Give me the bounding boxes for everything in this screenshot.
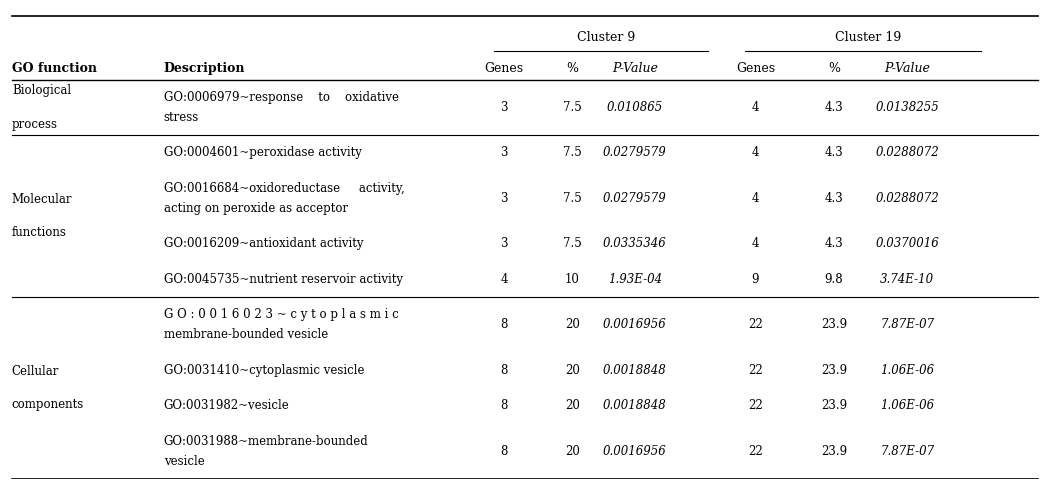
Text: 9: 9 [752, 273, 759, 286]
Text: 7.5: 7.5 [563, 192, 582, 205]
Text: 22: 22 [748, 399, 762, 412]
Text: 8: 8 [501, 363, 508, 376]
Text: 8: 8 [501, 399, 508, 412]
Text: 3: 3 [500, 101, 508, 114]
Text: 1.06E-06: 1.06E-06 [880, 399, 934, 412]
Text: 10: 10 [565, 273, 580, 286]
Text: 4: 4 [752, 146, 759, 159]
Text: 4.3: 4.3 [824, 146, 843, 159]
Text: 20: 20 [565, 318, 580, 331]
Text: membrane-bounded vesicle: membrane-bounded vesicle [164, 328, 328, 341]
Text: 22: 22 [748, 444, 762, 457]
Text: 4: 4 [752, 192, 759, 205]
Text: 9.8: 9.8 [824, 273, 843, 286]
Text: G O : 0 0 1 6 0 2 3 ~ c y t o p l a s m i c: G O : 0 0 1 6 0 2 3 ~ c y t o p l a s m … [164, 308, 398, 321]
Text: 4.3: 4.3 [824, 101, 843, 114]
Text: 23.9: 23.9 [821, 363, 847, 376]
Text: Cluster 19: Cluster 19 [835, 31, 901, 44]
Text: 0.0279579: 0.0279579 [603, 192, 667, 205]
Text: Cluster 9: Cluster 9 [578, 31, 635, 44]
Text: 7.5: 7.5 [563, 101, 582, 114]
Text: functions: functions [12, 227, 67, 240]
Text: %: % [828, 62, 840, 75]
Text: 20: 20 [565, 399, 580, 412]
Text: process: process [12, 118, 58, 131]
Text: 4: 4 [752, 237, 759, 250]
Text: GO:0031988~membrane-bounded: GO:0031988~membrane-bounded [164, 435, 369, 448]
Text: Genes: Genes [484, 62, 524, 75]
Text: 20: 20 [565, 363, 580, 376]
Text: 7.5: 7.5 [563, 237, 582, 250]
Text: Cellular: Cellular [12, 365, 59, 378]
Text: 22: 22 [748, 318, 762, 331]
Text: 0.0016956: 0.0016956 [603, 444, 667, 457]
Text: 0.0288072: 0.0288072 [876, 146, 939, 159]
Text: 0.0018848: 0.0018848 [603, 363, 667, 376]
Text: 0.0288072: 0.0288072 [876, 192, 939, 205]
Text: GO:0045735~nutrient reservoir activity: GO:0045735~nutrient reservoir activity [164, 273, 403, 286]
Text: GO:0031982~vesicle: GO:0031982~vesicle [164, 399, 290, 412]
Text: 20: 20 [565, 444, 580, 457]
Text: Molecular: Molecular [12, 193, 72, 206]
Text: GO:0031410~cytoplasmic vesicle: GO:0031410~cytoplasmic vesicle [164, 363, 364, 376]
Text: Description: Description [164, 62, 246, 75]
Text: GO:0016209~antioxidant activity: GO:0016209~antioxidant activity [164, 237, 363, 250]
Text: 0.0279579: 0.0279579 [603, 146, 667, 159]
Text: components: components [12, 398, 84, 411]
Text: 23.9: 23.9 [821, 318, 847, 331]
Text: GO:0004601~peroxidase activity: GO:0004601~peroxidase activity [164, 146, 361, 159]
Text: 3: 3 [500, 192, 508, 205]
Text: Biological: Biological [12, 84, 71, 97]
Text: GO:0006979~response    to    oxidative: GO:0006979~response to oxidative [164, 91, 399, 104]
Text: 0.0138255: 0.0138255 [876, 101, 939, 114]
Text: 0.0018848: 0.0018848 [603, 399, 667, 412]
Text: 0.010865: 0.010865 [607, 101, 664, 114]
Text: P-Value: P-Value [884, 62, 930, 75]
Text: 3: 3 [500, 237, 508, 250]
Text: 3: 3 [500, 146, 508, 159]
Text: 4.3: 4.3 [824, 237, 843, 250]
Text: GO function: GO function [12, 62, 97, 75]
Text: 0.0335346: 0.0335346 [603, 237, 667, 250]
Text: 7.87E-07: 7.87E-07 [880, 444, 934, 457]
Text: 23.9: 23.9 [821, 444, 847, 457]
Text: Genes: Genes [736, 62, 775, 75]
Text: 3.74E-10: 3.74E-10 [880, 273, 934, 286]
Text: 1.93E-04: 1.93E-04 [608, 273, 662, 286]
Text: 1.06E-06: 1.06E-06 [880, 363, 934, 376]
Text: 8: 8 [501, 444, 508, 457]
Text: 0.0370016: 0.0370016 [876, 237, 939, 250]
Text: 4: 4 [752, 101, 759, 114]
Text: GO:0016684~oxidoreductase     activity,: GO:0016684~oxidoreductase activity, [164, 182, 404, 195]
Text: stress: stress [164, 111, 198, 124]
Text: 23.9: 23.9 [821, 399, 847, 412]
Text: vesicle: vesicle [164, 455, 205, 468]
Text: 22: 22 [748, 363, 762, 376]
Text: %: % [566, 62, 579, 75]
Text: 4.3: 4.3 [824, 192, 843, 205]
Text: 7.5: 7.5 [563, 146, 582, 159]
Text: 0.0016956: 0.0016956 [603, 318, 667, 331]
Text: acting on peroxide as acceptor: acting on peroxide as acceptor [164, 202, 348, 215]
Text: P-Value: P-Value [612, 62, 658, 75]
Text: 4: 4 [500, 273, 508, 286]
Text: 7.87E-07: 7.87E-07 [880, 318, 934, 331]
Text: 8: 8 [501, 318, 508, 331]
